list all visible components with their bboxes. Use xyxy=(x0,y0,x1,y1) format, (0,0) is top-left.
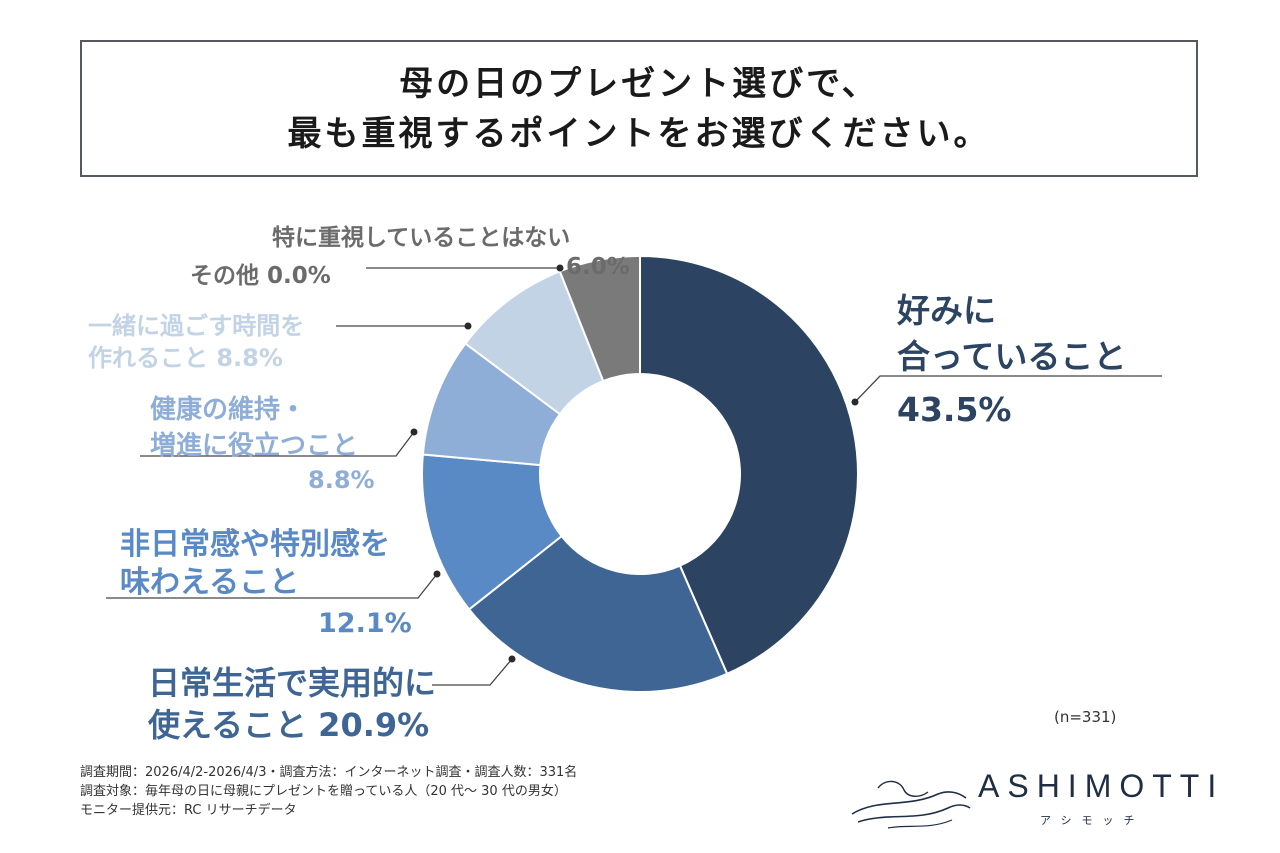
label-practical-daily: 日常生活で実用的に 使えること 20.9% xyxy=(148,662,436,746)
brand-mark-icon xyxy=(851,780,971,829)
leader-time-together-dot xyxy=(464,322,472,330)
brand-logo: ASHIMOTTI アシモッチ xyxy=(848,768,1216,838)
slice-like-their-taste xyxy=(639,254,859,676)
leader-health xyxy=(140,431,415,457)
leader-like-their-taste xyxy=(854,375,1162,403)
value-health: 8.8% xyxy=(308,466,375,494)
title-box: 母の日のプレゼント選びで、 最も重視するポイントをお選びください。 xyxy=(80,40,1198,177)
label-text: 合っていること xyxy=(897,337,1127,376)
footer-line: 調査対象：毎年母の日に母親にプレゼントを贈っている人（20 代〜 30 代の男女… xyxy=(80,784,567,799)
label-like-their-taste: 好みに 合っていること xyxy=(897,288,1126,380)
slice-nothing-particular xyxy=(558,254,641,383)
footer-line: 調査期間：2026/4/2-2026/4/3・調査方法：インターネット調査・調査… xyxy=(80,765,578,780)
brand-kana: アシモッチ xyxy=(1040,814,1145,827)
label-text: 日常生活で実用的に xyxy=(148,664,437,702)
label-text: 非日常感や特別感を xyxy=(120,527,390,562)
sample-size-note: (n=331) xyxy=(1054,708,1117,726)
survey-footer: 調査期間：2026/4/2-2026/4/3・調査方法：インターネット調査・調査… xyxy=(80,763,577,820)
leader-special-feeling-dot xyxy=(433,570,441,578)
leader-practical-daily-dot xyxy=(508,655,516,663)
label-text: 増進に役立つこと xyxy=(150,431,359,461)
slice-practical-daily xyxy=(467,534,729,693)
label-time-together: 一緒に過ごす時間を 作れること 8.8% xyxy=(88,310,304,374)
label-text: 味わえること xyxy=(120,565,300,600)
leader-health-dot xyxy=(410,428,418,436)
chart-title-line-1: 母の日のプレゼント選びで、 xyxy=(399,63,879,104)
label-other: その他 0.0% xyxy=(190,263,331,289)
label-text: 健康の維持・ xyxy=(150,395,307,425)
label-special-feeling: 非日常感や特別感を 味わえること xyxy=(120,526,390,602)
value-special-feeling: 12.1% xyxy=(318,608,412,639)
label-text: 作れること 8.8% xyxy=(88,344,283,372)
label-text: 使えること 20.9% xyxy=(148,706,430,744)
label-health: 健康の維持・ 増進に役立つこと xyxy=(150,392,358,464)
brand-name: ASHIMOTTI xyxy=(978,768,1225,804)
label-text: 一緒に過ごす時間を xyxy=(88,312,305,340)
label-nothing-particular: 特に重視していることはない xyxy=(272,225,571,251)
footer-line: モニター提供元：RC リサーチデータ xyxy=(80,803,297,818)
value-like-their-taste: 43.5% xyxy=(897,390,1012,429)
leader-practical-daily xyxy=(432,658,513,686)
value-nothing-particular: 6.0% xyxy=(566,254,630,280)
leader-other-dot xyxy=(556,264,564,272)
leader-special-feeling xyxy=(106,573,438,599)
chart-title-line-2: 最も重視するポイントをお選びください。 xyxy=(287,113,991,154)
label-text: 好みに xyxy=(897,291,996,330)
leader-like-their-taste-dot xyxy=(851,398,859,406)
